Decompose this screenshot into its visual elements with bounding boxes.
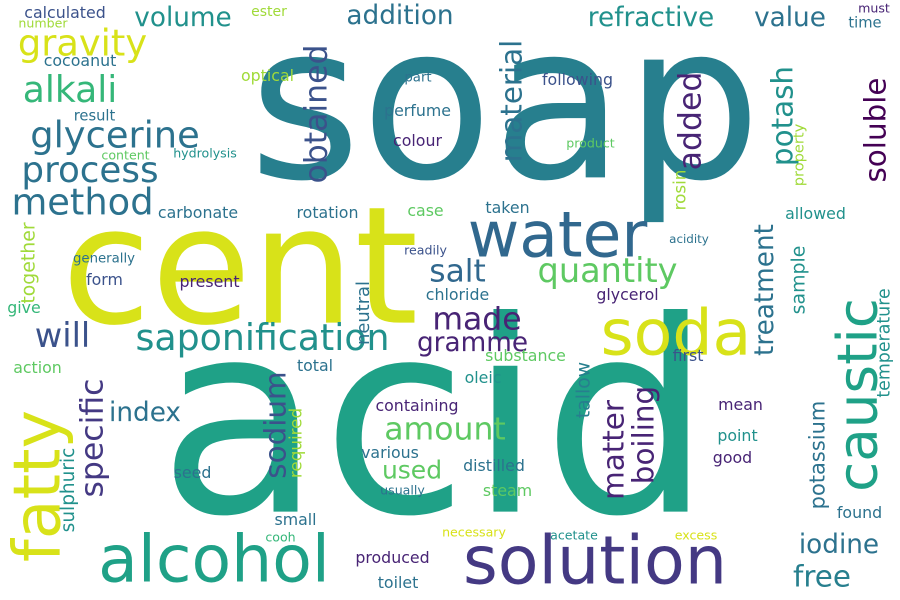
- word-specific: specific: [74, 377, 111, 498]
- word-hydrolysis: hydrolysis: [173, 145, 237, 161]
- word-quantity: quantity: [537, 251, 678, 291]
- word-material: material: [494, 39, 529, 163]
- word-various: various: [361, 442, 419, 462]
- word-sample: sample: [787, 245, 810, 315]
- word-usually: usually: [380, 482, 425, 498]
- word-tallow: tallow: [572, 361, 595, 419]
- word-volume: volume: [134, 2, 232, 33]
- word-alcohol: alcohol: [98, 522, 330, 598]
- word-salt: salt: [429, 253, 486, 290]
- word-alkali: alkali: [22, 68, 118, 111]
- word-obtained: obtained: [298, 44, 335, 184]
- word-first: first: [672, 345, 704, 365]
- word-ester: ester: [251, 4, 287, 20]
- word-steam: steam: [482, 480, 533, 500]
- word-refractive: refractive: [587, 2, 715, 33]
- word-action: action: [13, 357, 62, 377]
- word-gramme: gramme: [416, 327, 529, 358]
- word-taken: taken: [485, 197, 530, 217]
- word-solution: solution: [462, 521, 728, 600]
- word-treatment: treatment: [749, 224, 780, 356]
- word-total: total: [296, 355, 334, 375]
- word-glycerine: glycerine: [30, 113, 200, 157]
- word-matter: matter: [596, 400, 631, 500]
- word-gravity: gravity: [17, 21, 148, 65]
- word-rosin: rosin: [669, 169, 690, 211]
- word-soap: soap: [248, 0, 762, 228]
- word-small: small: [274, 509, 317, 529]
- word-found: found: [836, 502, 883, 522]
- word-required: required: [285, 407, 306, 478]
- word-give: give: [7, 297, 41, 317]
- word-number: number: [18, 15, 68, 31]
- word-together: together: [17, 221, 40, 304]
- word-containing: containing: [375, 395, 459, 415]
- word-excess: excess: [674, 527, 718, 543]
- word-seed: seed: [173, 462, 212, 482]
- word-index: index: [109, 397, 181, 428]
- word-temperature: temperature: [874, 287, 895, 398]
- word-necessary: necessary: [442, 524, 506, 540]
- word-substance: substance: [485, 345, 566, 365]
- word-soluble: soluble: [858, 77, 893, 183]
- word-will: will: [34, 316, 91, 356]
- word-cocoanut: cocoanut: [43, 50, 117, 70]
- word-boiling: boiling: [626, 385, 661, 485]
- word-process: process: [21, 149, 159, 191]
- word-product: product: [566, 135, 615, 151]
- word-calculated: calculated: [24, 2, 106, 22]
- word-iodine: iodine: [798, 529, 880, 560]
- word-present: present: [179, 271, 240, 291]
- word-value: value: [754, 2, 826, 33]
- word-saponification: saponification: [135, 315, 390, 359]
- word-addition: addition: [346, 0, 454, 31]
- word-result: result: [73, 107, 116, 125]
- word-free: free: [793, 559, 851, 594]
- word-soda: soda: [600, 294, 752, 369]
- word-toilet: toilet: [377, 572, 419, 592]
- word-following: following: [541, 69, 614, 89]
- word-property: property: [790, 123, 808, 187]
- word-method: method: [11, 180, 154, 224]
- word-distilled: distilled: [463, 455, 525, 475]
- word-produced: produced: [355, 547, 430, 567]
- word-made: made: [432, 301, 522, 338]
- word-must: must: [858, 0, 890, 16]
- word-colour: colour: [393, 130, 442, 150]
- word-potassium: potassium: [805, 400, 830, 510]
- word-acid: acid: [158, 263, 712, 575]
- word-used: used: [381, 455, 443, 485]
- word-chloride: chloride: [425, 284, 490, 304]
- word-time: time: [848, 14, 882, 32]
- word-part: part: [404, 69, 432, 85]
- word-perfume: perfume: [384, 100, 451, 120]
- word-form: form: [86, 269, 123, 289]
- word-amount: amount: [384, 411, 506, 448]
- word-content: content: [101, 147, 150, 163]
- word-acetate: acetate: [550, 527, 598, 543]
- word-neutral: neutral: [353, 280, 375, 345]
- word-cent: cent: [61, 172, 419, 362]
- word-oleic: oleic: [464, 367, 502, 387]
- word-sulphuric: sulphuric: [57, 447, 79, 533]
- word-glycerol: glycerol: [596, 284, 659, 304]
- word-rotation: rotation: [296, 202, 359, 222]
- word-optical: optical: [240, 65, 295, 85]
- word-added: added: [672, 71, 709, 171]
- word-point: point: [717, 425, 758, 445]
- word-generally: generally: [72, 250, 136, 266]
- word-carbonate: carbonate: [157, 202, 239, 222]
- word-acidity: acidity: [669, 231, 709, 246]
- word-water: water: [467, 198, 648, 272]
- word-mean: mean: [718, 394, 763, 414]
- word-case: case: [407, 200, 444, 220]
- word-allowed: allowed: [785, 203, 846, 223]
- word-cooh: cooh: [265, 529, 296, 545]
- word-readily: readily: [404, 242, 447, 258]
- word-good: good: [712, 447, 753, 467]
